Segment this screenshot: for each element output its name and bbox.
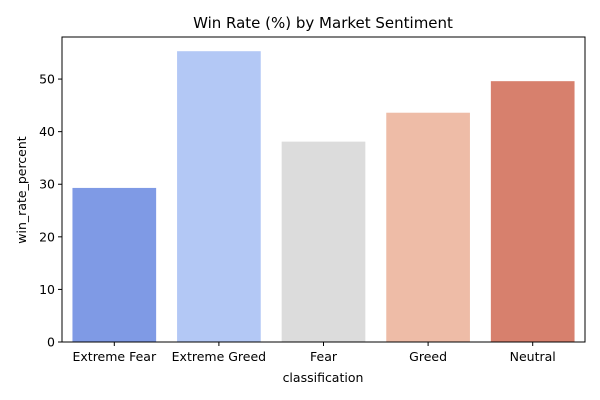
y-tick-label: 30: [39, 177, 55, 192]
x-ticks-group: Extreme Fear Extreme Greed Fear Greed Neutra…: [73, 342, 556, 364]
bars-group: [72, 51, 575, 343]
x-tick-label: Extreme Fear: [73, 349, 157, 364]
y-tick-label: 40: [39, 124, 55, 139]
y-tick-label: 50: [39, 72, 55, 87]
chart-title: Win Rate (%) by Market Sentiment: [193, 14, 453, 32]
plot-area-frame: [61, 36, 586, 343]
x-tick-label: Greed: [409, 349, 447, 364]
x-tick-label: Extreme Greed: [172, 349, 266, 364]
x-tick-label: Fear: [310, 349, 338, 364]
bar-extreme-fear: [72, 187, 157, 342]
bar-greed: [386, 112, 470, 342]
y-tick-label: 10: [39, 282, 55, 297]
y-tick-label: 0: [47, 335, 55, 350]
y-axis-label: win_rate_percent: [14, 136, 29, 243]
x-tick-label: Neutral: [510, 349, 556, 364]
y-ticks-group: 0 10 20 30 40 50: [39, 72, 62, 350]
bar-neutral: [490, 81, 575, 342]
bar-fear: [281, 141, 366, 342]
y-tick-label: 20: [39, 229, 55, 244]
x-axis-label: classification: [283, 370, 364, 385]
bar-extreme-greed: [177, 51, 261, 343]
